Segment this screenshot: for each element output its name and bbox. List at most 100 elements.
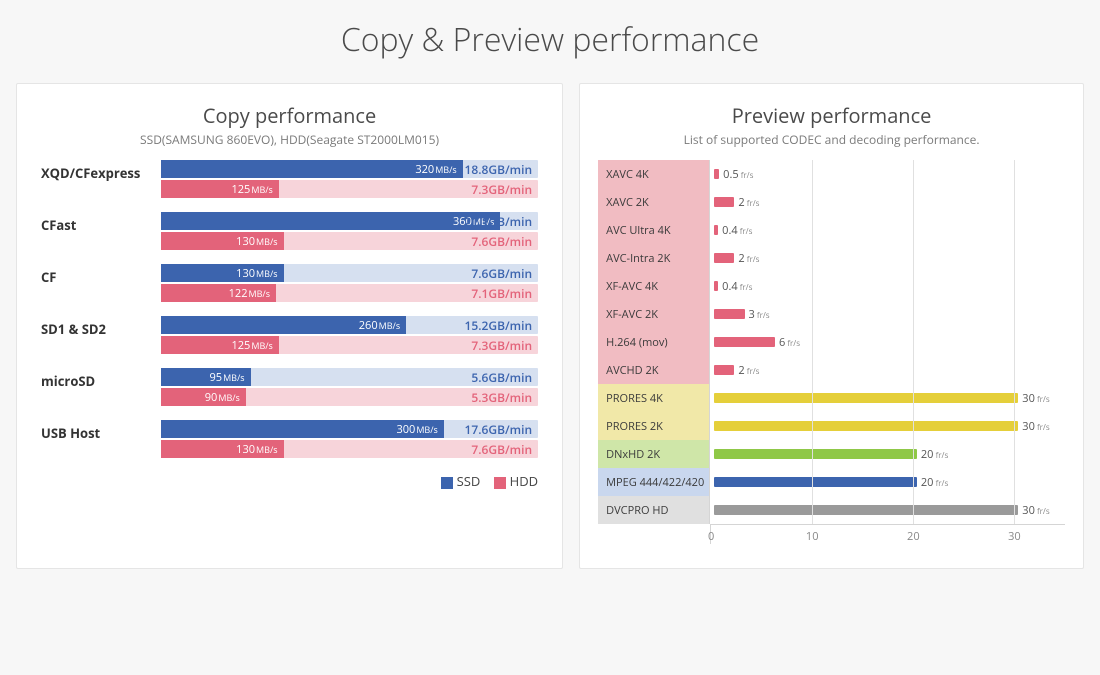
preview-bar (714, 365, 734, 375)
preview-bar (714, 505, 1018, 515)
bar-track-ssd: 260MB/s 15.2GB/min (161, 316, 538, 334)
bar-track-ssd: 360MB/s21.1GB/min (161, 212, 538, 230)
bar-gb-label-hdd: 7.3GB/min (471, 336, 532, 354)
bar-track-ssd: 300MB/s 17.6GB/min (161, 420, 538, 438)
preview-row: MPEG 444/422/42020 fr/s (598, 468, 1065, 496)
bar-gb-label-ssd: 15.2GB/min (465, 316, 533, 334)
grid-line (812, 244, 813, 272)
grid-line (812, 496, 813, 524)
copy-legend: SSD HDD (41, 472, 538, 490)
copy-row-bars: 95MB/s5.6GB/min90MB/s5.3GB/min (161, 368, 538, 408)
preview-row: PRORES 4K30 fr/s (598, 384, 1065, 412)
preview-bar (714, 477, 917, 487)
bar-track-hdd: 122MB/s 7.1GB/min (161, 284, 538, 302)
bar-fill-ssd: 260MB/s (161, 316, 406, 334)
grid-line (913, 496, 914, 524)
bar-track-hdd: 130MB/s7.6GB/min (161, 440, 538, 458)
grid-line (913, 188, 914, 216)
preview-row-label: H.264 (mov) (598, 328, 710, 356)
preview-row-track: 2 fr/s (710, 244, 1065, 272)
grid-line (1014, 440, 1015, 468)
copy-row: microSD95MB/s5.6GB/min90MB/s5.3GB/min (41, 368, 538, 408)
copy-row: SD1 & SD2260MB/s 15.2GB/min 125MB/s 7.3GB/m… (41, 316, 538, 356)
copy-row: CF130MB/s7.6GB/min122MB/s7.1GB/min (41, 264, 538, 304)
preview-panel-title: Preview performance (598, 102, 1065, 129)
bar-gb-label-hdd: 7.1GB/min (471, 284, 532, 302)
preview-value-label: 0.4 fr/s (722, 279, 752, 294)
preview-row-track: 30 fr/s (710, 412, 1065, 440)
preview-row-track: 2 fr/s (710, 356, 1065, 384)
preview-row-label: XAVC 2K (598, 188, 710, 216)
preview-value-label: 2 fr/s (738, 363, 759, 378)
grid-line (1014, 272, 1015, 300)
bar-gb-label-hdd: 7.6GB/min (471, 232, 532, 250)
grid-line (812, 468, 813, 496)
bar-gb-label-ssd: 18.8GB/min (465, 160, 533, 178)
preview-row: DVCPRO HD30 fr/s (598, 496, 1065, 524)
preview-panel-subtitle: List of supported CODEC and decoding per… (598, 131, 1065, 148)
bar-fill-ssd: 130MB/s (161, 264, 284, 282)
copy-row-bars: 320MB/s18.8GB/min125MB/s7.3GB/min (161, 160, 538, 200)
preview-row: AVC-Intra 2K2 fr/s (598, 244, 1065, 272)
grid-line (812, 440, 813, 468)
preview-row-track: 0.5 fr/s (710, 160, 1065, 188)
preview-row-label: PRORES 2K (598, 412, 710, 440)
bar-fill-ssd: 360MB/s (161, 212, 500, 230)
preview-row: XF-AVC 4K0.4 fr/s (598, 272, 1065, 300)
copy-row: XQD/CFexpress320MB/s18.8GB/min125MB/s7.3… (41, 160, 538, 200)
grid-line (812, 356, 813, 384)
copy-row: CFast360MB/s21.1GB/min130MB/s7.6GB/min (41, 212, 538, 252)
bar-gb-label-ssd: 17.6GB/min (465, 420, 533, 438)
grid-line (1014, 300, 1015, 328)
preview-value-label: 0.4 fr/s (722, 223, 752, 238)
copy-row: USB Host300MB/s 17.6GB/min 130MB/s7.6GB/mi… (41, 420, 538, 460)
bar-track-hdd: 130MB/s7.6GB/min (161, 232, 538, 250)
grid-line (812, 272, 813, 300)
copy-row-label: microSD (41, 368, 161, 390)
grid-line (913, 328, 914, 356)
copy-row-label: SD1 & SD2 (41, 316, 161, 338)
preview-bar (714, 253, 734, 263)
grid-line (1014, 188, 1015, 216)
copy-row-label: USB Host (41, 420, 161, 442)
bar-fill-hdd: 122MB/s (161, 284, 276, 302)
preview-bar (714, 197, 734, 207)
bar-fill-hdd: 125MB/s (161, 336, 279, 354)
bar-gb-label-hdd: 7.6GB/min (471, 440, 532, 458)
grid-line (913, 468, 914, 496)
preview-value-label: 2 fr/s (738, 251, 759, 266)
preview-value-label: 0.5 fr/s (723, 167, 753, 182)
preview-chart: XAVC 4K0.5 fr/sXAVC 2K2 fr/sAVC Ultra 4K… (598, 160, 1065, 544)
preview-row-label: XAVC 4K (598, 160, 710, 188)
legend-label-hdd: HDD (510, 472, 538, 490)
bar-fill-ssd: 95MB/s (161, 368, 251, 386)
copy-panel-subtitle: SSD(SAMSUNG 860EVO), HDD(Seagate ST2000L… (41, 131, 538, 148)
bar-fill-ssd: 300MB/s (161, 420, 444, 438)
grid-line (812, 188, 813, 216)
grid-line (913, 160, 914, 188)
preview-performance-panel: Preview performance List of supported CO… (579, 83, 1084, 569)
grid-line (913, 216, 914, 244)
preview-row-track: 0.4 fr/s (710, 216, 1065, 244)
axis-tick-label: 20 (907, 529, 920, 544)
copy-performance-panel: Copy performance SSD(SAMSUNG 860EVO), HD… (16, 83, 563, 569)
preview-row-track: 30 fr/s (710, 496, 1065, 524)
axis-tick-label: 10 (806, 529, 819, 544)
copy-row-label: CF (41, 264, 161, 286)
preview-value-label: 30 fr/s (1022, 419, 1049, 434)
preview-bar (714, 309, 744, 319)
grid-line (812, 412, 813, 440)
preview-row-label: DNxHD 2K (598, 440, 710, 468)
bar-fill-hdd: 125MB/s (161, 180, 279, 198)
preview-row: DNxHD 2K 20 fr/s (598, 440, 1065, 468)
preview-row: H.264 (mov)6 fr/s (598, 328, 1065, 356)
preview-axis: 0102030 (598, 524, 1065, 544)
preview-row-track: 20 fr/s (710, 468, 1065, 496)
preview-row-label: DVCPRO HD (598, 496, 710, 524)
preview-value-label: 20 fr/s (921, 475, 948, 490)
grid-line (913, 412, 914, 440)
grid-line (1014, 412, 1015, 440)
preview-value-label: 20 fr/s (921, 447, 948, 462)
grid-line (1014, 356, 1015, 384)
grid-line (1014, 496, 1015, 524)
